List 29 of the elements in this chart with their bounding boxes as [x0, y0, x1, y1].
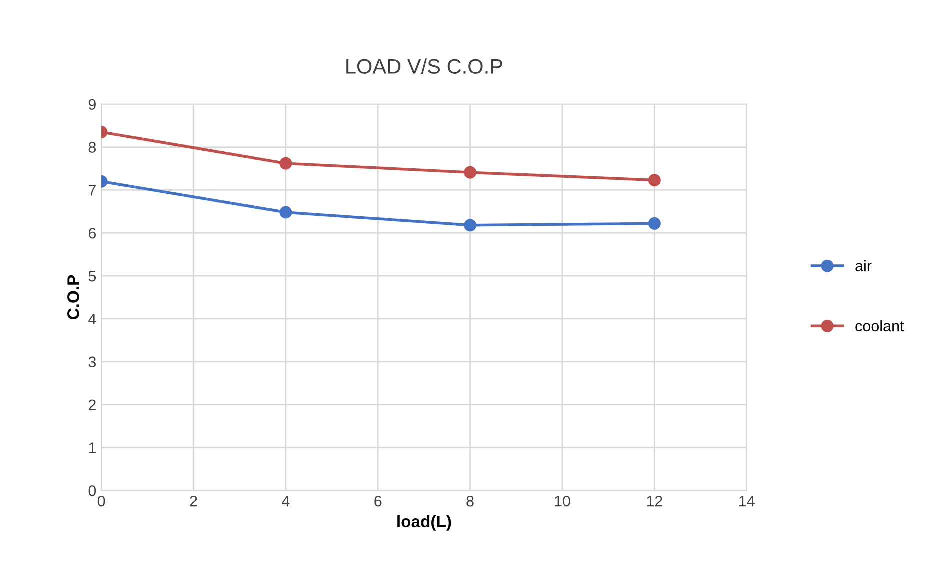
point	[648, 217, 661, 230]
y-tick-label: 4	[88, 314, 96, 325]
y-tick-label: 2	[88, 400, 96, 410]
y-tick-label: 6	[88, 228, 96, 239]
y-tick-label: 7	[88, 185, 96, 196]
point	[464, 166, 477, 179]
legend-label: coolant	[856, 320, 904, 332]
y-tick-label: 8	[88, 142, 96, 153]
x-tick-label: 4	[282, 496, 290, 507]
point	[280, 157, 292, 170]
x-axis-title: load(L)	[398, 515, 452, 531]
legend-label: air	[856, 260, 872, 272]
point	[648, 174, 661, 187]
x-tick-label: 2	[190, 496, 198, 507]
x-tick-label: 6	[374, 496, 382, 507]
x-tick-label: 0	[98, 496, 106, 507]
y-tick-label: 9	[88, 99, 96, 110]
y-tick-label: 0	[88, 486, 96, 496]
y-tick-label: 1	[89, 442, 96, 454]
y-tick-label: 3	[88, 356, 96, 368]
x-tick-label: 14	[740, 496, 755, 507]
x-tick-label: 10	[555, 496, 570, 507]
point	[464, 219, 477, 232]
point	[280, 206, 292, 219]
y-axis-title: C.O.P	[68, 275, 80, 320]
x-tick-label: 12	[647, 496, 662, 507]
chart-title: LOAD V/S C.O.P	[346, 58, 502, 74]
y-tick-label: 5	[88, 271, 96, 282]
x-tick-label: 8	[466, 496, 474, 507]
